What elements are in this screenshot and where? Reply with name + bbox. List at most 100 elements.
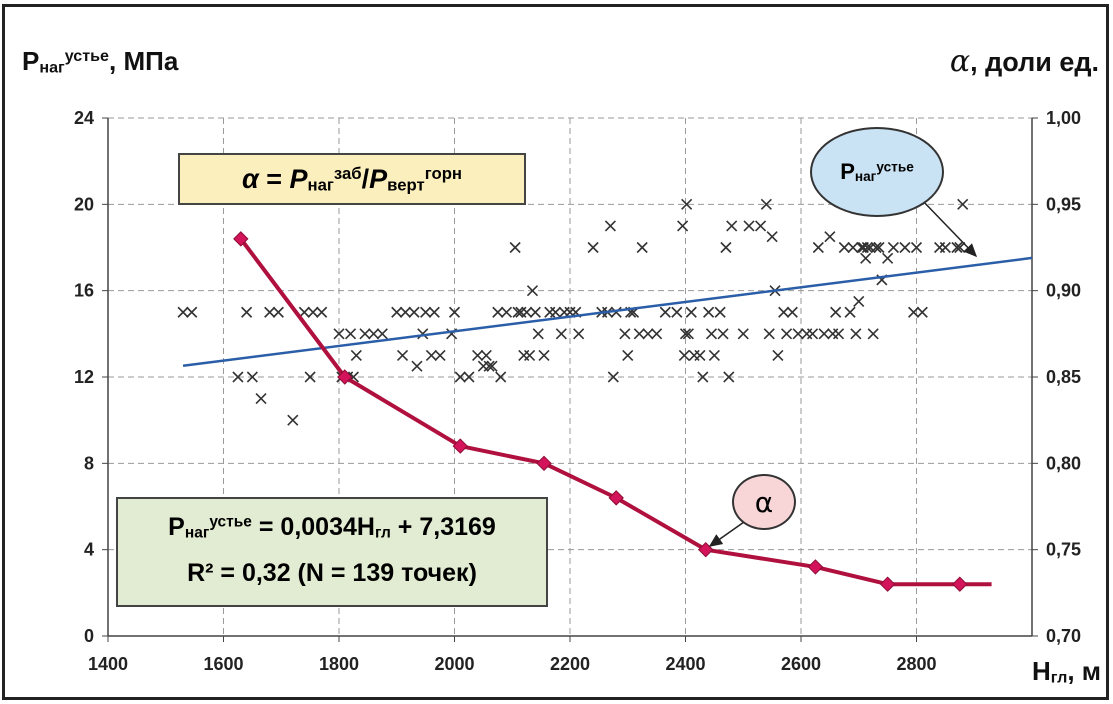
scatter-point bbox=[694, 349, 706, 361]
scatter-point bbox=[870, 241, 882, 254]
scatter-point bbox=[651, 328, 663, 340]
scatter-point bbox=[703, 306, 715, 318]
regression-equation-box: Pнагустье = 0,0034Hгл + 7,3169 R² = 0,32… bbox=[116, 497, 548, 607]
scatter-point bbox=[708, 349, 720, 361]
y-left-axis-title: Pнагустье, МПа bbox=[22, 46, 179, 77]
scatter-point bbox=[544, 306, 556, 318]
scatter-point bbox=[359, 328, 371, 340]
scatter-point bbox=[844, 306, 856, 318]
scatter-point bbox=[344, 328, 357, 340]
scatter-point bbox=[830, 306, 842, 318]
scatter-point bbox=[633, 328, 645, 340]
scatter-point bbox=[801, 328, 813, 340]
scatter-point bbox=[610, 306, 622, 318]
x-tick-label: 2400 bbox=[665, 654, 705, 674]
scatter-point bbox=[685, 306, 697, 318]
scatter-point bbox=[622, 349, 634, 361]
scatter-point bbox=[604, 220, 616, 232]
scatter-point bbox=[483, 360, 495, 372]
regression-trendline bbox=[182, 256, 1033, 368]
scatter-point bbox=[957, 198, 969, 210]
scatter-point bbox=[812, 241, 824, 254]
scatter-point bbox=[512, 306, 524, 318]
scatter-point bbox=[743, 220, 755, 232]
scatter-point bbox=[477, 360, 489, 372]
scatter-point bbox=[697, 371, 709, 383]
scatter-point bbox=[607, 371, 619, 383]
scatter-point bbox=[760, 198, 772, 210]
scatter-point bbox=[838, 241, 850, 254]
y-right-tick-label: 0,95 bbox=[1046, 194, 1081, 214]
y-right-tick-label: 0,90 bbox=[1046, 281, 1081, 301]
y-left-tick-label: 4 bbox=[84, 540, 94, 560]
scatter-point bbox=[264, 306, 276, 318]
scatter-point bbox=[887, 241, 899, 254]
scatter-point bbox=[396, 349, 409, 361]
scatter-point bbox=[573, 328, 585, 340]
scatter-point bbox=[428, 306, 440, 318]
scatter-point bbox=[636, 241, 648, 254]
scatter-point bbox=[714, 306, 726, 318]
scatter-point bbox=[316, 306, 328, 318]
scatter-point bbox=[679, 328, 692, 340]
scatter-point bbox=[867, 328, 879, 340]
scatter-point bbox=[434, 349, 446, 361]
scatter-point bbox=[480, 349, 492, 361]
scatter-point bbox=[524, 349, 536, 361]
scatter-point bbox=[778, 306, 790, 318]
scatter-point bbox=[232, 371, 244, 383]
y-left-tick-label: 24 bbox=[74, 108, 94, 128]
formula-text: α = Pнагзаб/Pвертгорн bbox=[241, 163, 463, 194]
scatter-point bbox=[908, 306, 920, 318]
scatter-point bbox=[555, 328, 567, 340]
y-right-tick-label: 1,00 bbox=[1046, 108, 1081, 128]
scatter-point bbox=[246, 371, 258, 383]
x-axis-title: Hгл, м bbox=[1031, 656, 1101, 687]
scatter-point bbox=[780, 328, 793, 340]
alpha-point-marker bbox=[952, 576, 968, 592]
scatter-point bbox=[882, 252, 894, 264]
x-tick-label: 2000 bbox=[434, 654, 474, 674]
scatter-point bbox=[333, 328, 345, 340]
scatter-point bbox=[832, 328, 845, 340]
scatter-point bbox=[526, 285, 539, 297]
scatter-point bbox=[818, 328, 830, 340]
scatter-point bbox=[391, 306, 403, 318]
scatter-point bbox=[521, 306, 533, 318]
x-tick-label: 1600 bbox=[203, 654, 243, 674]
scatter-point bbox=[678, 349, 690, 361]
scatter-point bbox=[376, 328, 388, 340]
scatter-point bbox=[642, 328, 654, 340]
y-left-tick-label: 20 bbox=[74, 194, 94, 214]
scatter-point bbox=[688, 349, 700, 361]
scatter-point bbox=[518, 349, 530, 361]
scatter-point bbox=[619, 328, 631, 340]
scatter-point bbox=[951, 241, 963, 254]
scatter-point bbox=[861, 241, 873, 254]
scatter-point bbox=[860, 252, 872, 264]
scatter-point bbox=[472, 349, 484, 361]
scatter-point bbox=[417, 328, 429, 340]
alpha-point-marker bbox=[536, 455, 552, 472]
scatter-point bbox=[486, 360, 498, 372]
scatter-point bbox=[705, 328, 718, 340]
scatter-point bbox=[737, 328, 749, 340]
alpha-formula-box: α = Pнагзаб/Pвертгорн bbox=[178, 153, 526, 205]
scatter-point bbox=[454, 371, 466, 383]
scatter-point bbox=[549, 306, 562, 318]
scatter-point bbox=[425, 349, 437, 361]
scatter-point bbox=[806, 328, 819, 340]
scatter-point bbox=[532, 328, 544, 340]
pressure-callout-arrow bbox=[919, 197, 978, 258]
scatter-point bbox=[529, 306, 541, 318]
scatter-point bbox=[463, 371, 475, 383]
alpha-callout-bubble: α bbox=[732, 474, 796, 530]
y-left-tick-label: 8 bbox=[84, 453, 94, 473]
scatter-point bbox=[850, 328, 862, 340]
scatter-point bbox=[677, 220, 689, 232]
scatter-point bbox=[287, 414, 299, 426]
scatter-point bbox=[255, 393, 267, 405]
scatter-point bbox=[350, 349, 362, 361]
scatter-point bbox=[420, 306, 432, 318]
y-right-tick-label: 0,80 bbox=[1046, 453, 1081, 473]
